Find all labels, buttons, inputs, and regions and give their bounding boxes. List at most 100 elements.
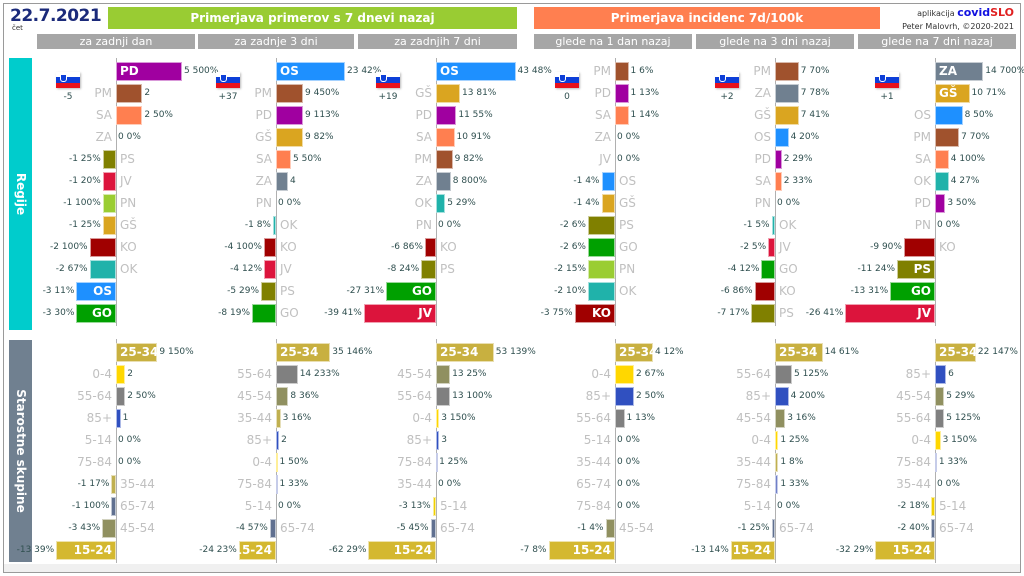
category-label: 35-44 bbox=[736, 455, 771, 469]
category-label: 0-4 bbox=[252, 455, 272, 469]
chart-bar bbox=[768, 238, 775, 257]
category-label: OS bbox=[753, 130, 771, 144]
category-label: ZA bbox=[415, 174, 432, 188]
brand-covid: covid bbox=[957, 6, 991, 19]
chart-bar bbox=[56, 541, 116, 560]
value-label: 9 450% bbox=[305, 88, 340, 98]
category-label: OK bbox=[619, 284, 637, 298]
chart-bar bbox=[931, 519, 935, 538]
chart-bar bbox=[436, 409, 440, 428]
value-label: -1 25% bbox=[737, 523, 770, 533]
category-label: 15-24 bbox=[73, 543, 112, 557]
chart-bar bbox=[601, 172, 615, 191]
value-label: -6 86% bbox=[720, 286, 753, 296]
value-label: 0 0% bbox=[937, 220, 960, 230]
chart-zero-axis bbox=[276, 58, 277, 326]
category-label: GO bbox=[910, 284, 931, 298]
chart-bar bbox=[102, 150, 116, 169]
chart-bar bbox=[421, 260, 436, 279]
chart-zero-axis bbox=[436, 58, 437, 326]
slovenia-total-change: 0 bbox=[564, 92, 570, 102]
slovenia-total-change: -5 bbox=[63, 92, 73, 102]
chart-bar bbox=[436, 150, 453, 169]
category-label: 75-84 bbox=[237, 477, 272, 491]
chart-bar bbox=[845, 304, 935, 323]
subheader-vs-7-days: glede na 7 dni nazaj bbox=[858, 34, 1016, 49]
chart-bar bbox=[276, 128, 303, 147]
chart-bar bbox=[935, 172, 949, 191]
chart-zero-axis bbox=[116, 58, 117, 326]
category-label: 25-34 bbox=[939, 345, 978, 359]
value-label: 0 0% bbox=[617, 457, 640, 467]
category-label: 45-54 bbox=[896, 389, 931, 403]
chart-bar bbox=[771, 216, 775, 235]
category-label: 45-54 bbox=[736, 411, 771, 425]
category-label: PN bbox=[120, 196, 137, 210]
category-label: 5-14 bbox=[743, 499, 771, 513]
value-label: -11 24% bbox=[857, 264, 896, 274]
category-label: JV bbox=[599, 152, 611, 166]
slovenia-flag-icon bbox=[216, 72, 240, 88]
value-label: 5 29% bbox=[447, 198, 476, 208]
value-label: 3 16% bbox=[787, 413, 816, 423]
category-label: OS bbox=[280, 64, 299, 78]
chart-bar bbox=[775, 172, 782, 191]
chart-bar bbox=[615, 84, 629, 103]
category-label: 85+ bbox=[905, 367, 931, 381]
category-label: 45-54 bbox=[397, 367, 432, 381]
value-label: 7 78% bbox=[800, 88, 830, 98]
value-label: -2 18% bbox=[897, 501, 930, 511]
value-label: 11 55% bbox=[458, 110, 493, 120]
value-label: 0 0% bbox=[617, 435, 640, 445]
value-label: 8 50% bbox=[964, 110, 994, 120]
value-label: -3 13% bbox=[398, 501, 431, 511]
category-label: 45-54 bbox=[237, 389, 272, 403]
chart-bar bbox=[276, 172, 288, 191]
chart-bar bbox=[615, 387, 634, 406]
chart-bar bbox=[775, 150, 782, 169]
category-label: KO bbox=[120, 240, 137, 254]
chart-bar bbox=[102, 194, 116, 213]
chart-bar bbox=[436, 365, 451, 384]
chart-bar bbox=[436, 106, 457, 125]
category-label: ZA bbox=[594, 130, 611, 144]
category-label: GO bbox=[280, 306, 299, 320]
value-label: 1 33% bbox=[279, 479, 309, 489]
category-label: 5-14 bbox=[84, 433, 112, 447]
category-label: KO bbox=[280, 240, 297, 254]
value-label: 5 29% bbox=[946, 391, 975, 401]
bottom-strip bbox=[4, 564, 1020, 572]
category-label: SA bbox=[415, 130, 432, 144]
category-label: 5-14 bbox=[440, 499, 468, 513]
value-label: 10 71% bbox=[971, 88, 1006, 98]
value-label: 9 150% bbox=[159, 347, 194, 357]
category-label: 65-74 bbox=[779, 521, 814, 535]
chart-bar bbox=[751, 304, 775, 323]
chart-bar bbox=[116, 84, 143, 103]
chart-bar bbox=[238, 541, 276, 560]
category-label: 5-14 bbox=[583, 433, 611, 447]
category-label: GO bbox=[411, 284, 432, 298]
category-label: ZA bbox=[255, 174, 272, 188]
value-label: 13 81% bbox=[462, 88, 497, 98]
value-label: 1 33% bbox=[780, 479, 809, 489]
value-label: -1 25% bbox=[68, 154, 101, 164]
category-label: OS bbox=[93, 284, 112, 298]
chart-bar bbox=[775, 62, 799, 81]
category-label: PM bbox=[753, 64, 771, 78]
value-label: 5 50% bbox=[293, 154, 322, 164]
value-label: -1 5% bbox=[743, 220, 770, 230]
category-label: SA bbox=[95, 108, 112, 122]
category-label: 25-34 bbox=[280, 345, 319, 359]
value-label: 1 14% bbox=[630, 110, 660, 120]
chart-zero-axis bbox=[935, 58, 936, 326]
value-label: 14 700% bbox=[985, 66, 1024, 76]
category-label: PS bbox=[913, 262, 931, 276]
chart-bar bbox=[276, 453, 278, 472]
category-label: KO bbox=[779, 284, 796, 298]
chart-bar bbox=[76, 304, 116, 323]
chart-bar bbox=[111, 497, 116, 516]
category-label: 35-44 bbox=[237, 411, 272, 425]
value-label: 5 125% bbox=[946, 413, 981, 423]
value-label: -3 75% bbox=[540, 308, 573, 318]
